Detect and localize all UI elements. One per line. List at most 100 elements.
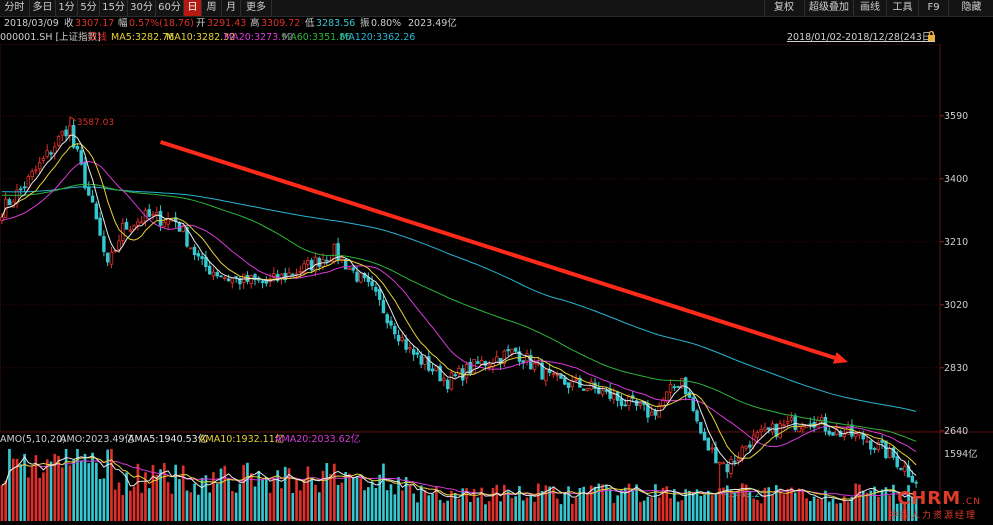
trend-arrow bbox=[159, 140, 849, 364]
candle bbox=[891, 447, 896, 458]
tool-button[interactable]: 隐藏 bbox=[948, 0, 993, 16]
candle bbox=[385, 314, 389, 324]
candle bbox=[139, 221, 144, 224]
volume-bar bbox=[393, 494, 397, 521]
candle bbox=[714, 447, 718, 464]
volume-bar bbox=[771, 495, 774, 521]
volume-bar bbox=[57, 455, 60, 521]
volume-bar bbox=[302, 480, 306, 521]
candle bbox=[306, 260, 310, 265]
volume-bar bbox=[261, 479, 264, 521]
candle bbox=[736, 457, 741, 461]
candle bbox=[151, 213, 155, 216]
period-tab[interactable]: 60分 bbox=[156, 0, 184, 16]
candle bbox=[34, 169, 38, 172]
candle bbox=[124, 221, 129, 230]
volume-bar bbox=[132, 486, 136, 521]
volume-bar bbox=[574, 497, 578, 521]
period-tab[interactable]: 分时 bbox=[0, 0, 30, 16]
brand-logo: CHRM.CN bbox=[897, 488, 981, 509]
period-tab[interactable]: 5分 bbox=[78, 0, 100, 16]
candle bbox=[623, 404, 627, 407]
candle bbox=[98, 217, 102, 236]
volume-bar bbox=[344, 472, 347, 521]
volume-bar bbox=[185, 490, 189, 521]
candle bbox=[600, 390, 605, 395]
candle bbox=[87, 186, 91, 196]
candle bbox=[377, 289, 382, 300]
volume-bar bbox=[144, 472, 147, 521]
candle bbox=[427, 356, 431, 371]
period-tab[interactable]: 多日 bbox=[30, 0, 56, 16]
volume-bar bbox=[605, 484, 608, 521]
period-tab[interactable]: 1分 bbox=[56, 0, 78, 16]
candle bbox=[615, 391, 620, 401]
tool-button[interactable]: 画线 bbox=[853, 0, 886, 16]
volume-bar bbox=[880, 489, 884, 521]
volume-bar bbox=[710, 495, 714, 521]
candle bbox=[676, 386, 680, 388]
volume-bar bbox=[861, 490, 865, 521]
ma60-line bbox=[1, 183, 917, 442]
tool-button[interactable]: 复权 bbox=[764, 0, 803, 16]
period-tab[interactable]: 周 bbox=[202, 0, 222, 16]
volume-bar bbox=[907, 485, 910, 521]
candle bbox=[517, 351, 522, 362]
period-tab[interactable]: 30分 bbox=[128, 0, 156, 16]
volume-bar bbox=[707, 490, 710, 521]
volume-bar bbox=[809, 501, 812, 521]
volume-bar bbox=[231, 490, 234, 521]
volume-bar bbox=[499, 501, 502, 521]
period-tab[interactable]: 月 bbox=[222, 0, 241, 16]
volume-bar bbox=[612, 502, 616, 521]
ma10-legend: MA10:3282.32 bbox=[166, 32, 236, 43]
trend-arrow-shaft bbox=[159, 140, 836, 360]
candle bbox=[706, 437, 711, 451]
volume-bar bbox=[684, 489, 687, 521]
volume-bar bbox=[593, 486, 597, 521]
volume-bar bbox=[208, 492, 211, 521]
volume-bar bbox=[438, 499, 442, 521]
volume-bar bbox=[310, 479, 313, 521]
volume-bar bbox=[801, 490, 805, 521]
candle bbox=[347, 267, 352, 270]
candle bbox=[872, 448, 877, 450]
y-tick-label: 2640 bbox=[944, 426, 968, 437]
change-value: 0.57%(18.76) bbox=[129, 18, 194, 29]
high-pointer bbox=[69, 116, 77, 122]
candle bbox=[559, 374, 563, 379]
volume-bar bbox=[540, 491, 544, 521]
tool-button[interactable]: 工具 bbox=[886, 0, 918, 16]
candle bbox=[665, 391, 669, 401]
period-tab[interactable]: 15分 bbox=[100, 0, 128, 16]
volume-bar bbox=[91, 452, 94, 521]
date-range[interactable]: 2018/01/02-2018/12/28(243日) bbox=[787, 32, 935, 43]
tool-button[interactable]: 超级叠加 bbox=[804, 0, 853, 16]
volume-bar bbox=[729, 492, 733, 521]
volume-bar bbox=[525, 497, 529, 521]
candle bbox=[476, 361, 480, 364]
volume-bar bbox=[850, 497, 854, 521]
candle bbox=[117, 240, 121, 250]
volume-bar bbox=[805, 498, 808, 521]
lock-icon[interactable] bbox=[927, 31, 936, 41]
volume-bar bbox=[227, 478, 230, 521]
y-tick-label: 3020 bbox=[944, 300, 968, 311]
volume-bar bbox=[514, 496, 517, 521]
candle bbox=[128, 229, 133, 232]
volume-bar bbox=[888, 495, 891, 521]
period-tab[interactable]: 日 bbox=[184, 0, 202, 16]
period-tab[interactable]: 更多 bbox=[241, 0, 272, 16]
candle bbox=[158, 210, 163, 226]
candle bbox=[487, 364, 491, 367]
volume-bar bbox=[827, 501, 831, 521]
volume-bar bbox=[812, 496, 816, 521]
volume-bar bbox=[412, 493, 415, 521]
volume-bar bbox=[404, 477, 408, 521]
candle bbox=[767, 427, 771, 431]
volume-bar bbox=[461, 488, 465, 521]
tool-button[interactable]: F9 bbox=[918, 0, 948, 16]
volume-bar bbox=[899, 499, 903, 521]
candle bbox=[136, 221, 140, 226]
